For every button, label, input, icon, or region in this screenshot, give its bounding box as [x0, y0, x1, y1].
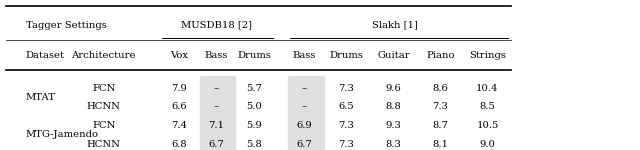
- Text: Bass: Bass: [292, 51, 316, 60]
- Text: 5.7: 5.7: [246, 84, 262, 93]
- Text: 5.0: 5.0: [246, 102, 262, 111]
- Text: FCN: FCN: [92, 121, 115, 130]
- Text: 8.1: 8.1: [433, 140, 449, 149]
- Text: 7.3: 7.3: [339, 84, 355, 93]
- Text: 7.3: 7.3: [339, 121, 355, 130]
- Text: 9.0: 9.0: [479, 140, 495, 149]
- Text: Strings: Strings: [469, 51, 506, 60]
- Bar: [200, 76, 236, 150]
- Text: –: –: [214, 84, 219, 93]
- Text: 5.9: 5.9: [246, 121, 262, 130]
- Text: Tagger Settings: Tagger Settings: [26, 21, 106, 30]
- Text: Drums: Drums: [237, 51, 271, 60]
- Text: 7.4: 7.4: [171, 121, 187, 130]
- Text: 7.1: 7.1: [209, 121, 225, 130]
- Text: Slakh [1]: Slakh [1]: [372, 21, 418, 30]
- Text: Vox: Vox: [170, 51, 188, 60]
- Text: –: –: [214, 102, 219, 111]
- Text: 8.8: 8.8: [385, 102, 401, 111]
- Text: 7.3: 7.3: [339, 140, 355, 149]
- Text: Drums: Drums: [330, 51, 364, 60]
- Text: Piano: Piano: [426, 51, 454, 60]
- Text: HCNN: HCNN: [86, 140, 120, 149]
- Text: MUSDB18 [2]: MUSDB18 [2]: [181, 21, 252, 30]
- Text: HCNN: HCNN: [86, 102, 120, 111]
- Text: 7.3: 7.3: [433, 102, 449, 111]
- Text: 6.7: 6.7: [209, 140, 225, 149]
- Text: 8.3: 8.3: [385, 140, 401, 149]
- Text: 8.6: 8.6: [433, 84, 448, 93]
- Text: 8.7: 8.7: [433, 121, 449, 130]
- Text: Architecture: Architecture: [72, 51, 136, 60]
- Text: 9.6: 9.6: [385, 84, 401, 93]
- Text: 9.3: 9.3: [385, 121, 401, 130]
- Text: 10.4: 10.4: [476, 84, 499, 93]
- Text: Dataset: Dataset: [25, 51, 64, 60]
- Text: Guitar: Guitar: [377, 51, 410, 60]
- Text: 7.9: 7.9: [171, 84, 187, 93]
- Text: 6.8: 6.8: [171, 140, 187, 149]
- Text: MTAT: MTAT: [25, 93, 55, 102]
- Text: 6.9: 6.9: [296, 121, 312, 130]
- Bar: [288, 76, 324, 150]
- Text: 8.5: 8.5: [479, 102, 495, 111]
- Text: 6.5: 6.5: [339, 102, 354, 111]
- Text: –: –: [302, 102, 307, 111]
- Text: Bass: Bass: [205, 51, 228, 60]
- Text: 10.5: 10.5: [476, 121, 499, 130]
- Text: –: –: [302, 84, 307, 93]
- Text: 5.8: 5.8: [246, 140, 262, 149]
- Text: 6.6: 6.6: [171, 102, 187, 111]
- Text: 6.7: 6.7: [296, 140, 312, 149]
- Text: FCN: FCN: [92, 84, 115, 93]
- Text: MTG-Jamendo: MTG-Jamendo: [25, 130, 98, 139]
